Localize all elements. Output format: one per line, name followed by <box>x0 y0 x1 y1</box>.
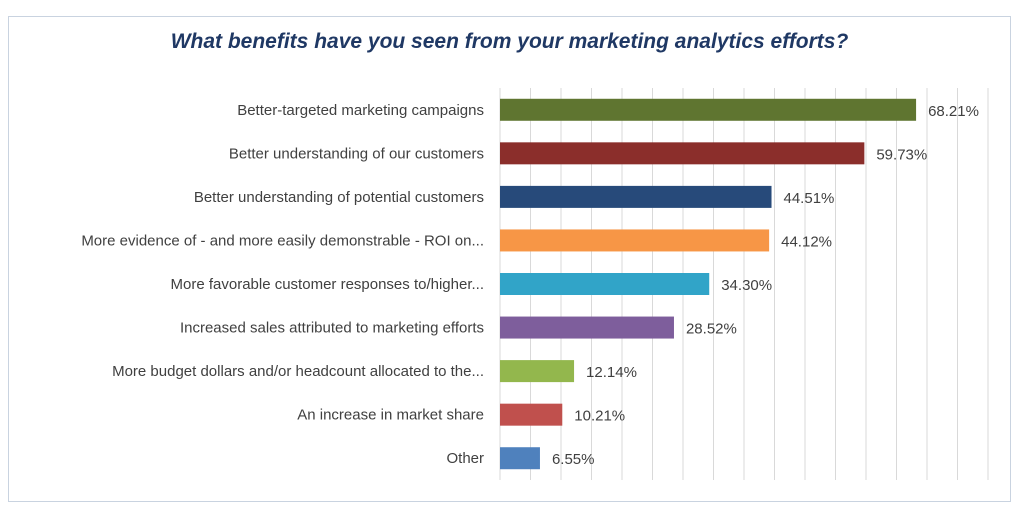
category-label: Increased sales attributed to marketing … <box>180 320 484 337</box>
data-label: 44.51% <box>784 190 835 207</box>
category-label: More favorable customer responses to/hig… <box>171 276 485 293</box>
category-label: An increase in market share <box>297 407 484 424</box>
data-label: 12.14% <box>586 364 637 381</box>
category-label: More budget dollars and/or headcount all… <box>112 363 484 380</box>
category-labels: Better-targeted marketing campaigns Bette… <box>81 102 484 467</box>
bar <box>500 185 772 208</box>
bars <box>500 98 917 470</box>
value-labels: 68.21% 59.73% 44.51% 44.12% 34.30% 28.52% 12.1… <box>552 103 979 468</box>
bar <box>500 98 917 121</box>
data-label: 10.21% <box>574 408 625 425</box>
category-label: Other <box>446 450 484 467</box>
bar <box>500 403 563 426</box>
bar <box>500 273 710 295</box>
bar <box>500 360 575 383</box>
data-label: 6.55% <box>552 451 595 468</box>
bar <box>500 142 865 165</box>
bar <box>500 447 540 470</box>
data-label: 34.30% <box>721 277 772 294</box>
bar <box>500 316 674 339</box>
category-label: Better understanding of potential custom… <box>194 189 484 206</box>
data-label: 68.21% <box>928 103 979 120</box>
category-label: More evidence of - and more easily demon… <box>81 232 484 249</box>
data-label: 28.52% <box>686 321 737 338</box>
bar <box>500 229 770 252</box>
chart-title: What benefits have you seen from your ma… <box>170 30 849 53</box>
category-label: Better understanding of our customers <box>229 145 484 162</box>
category-label: Better-targeted marketing campaigns <box>237 102 484 119</box>
data-label: 44.12% <box>781 233 832 250</box>
data-label: 59.73% <box>876 146 927 163</box>
